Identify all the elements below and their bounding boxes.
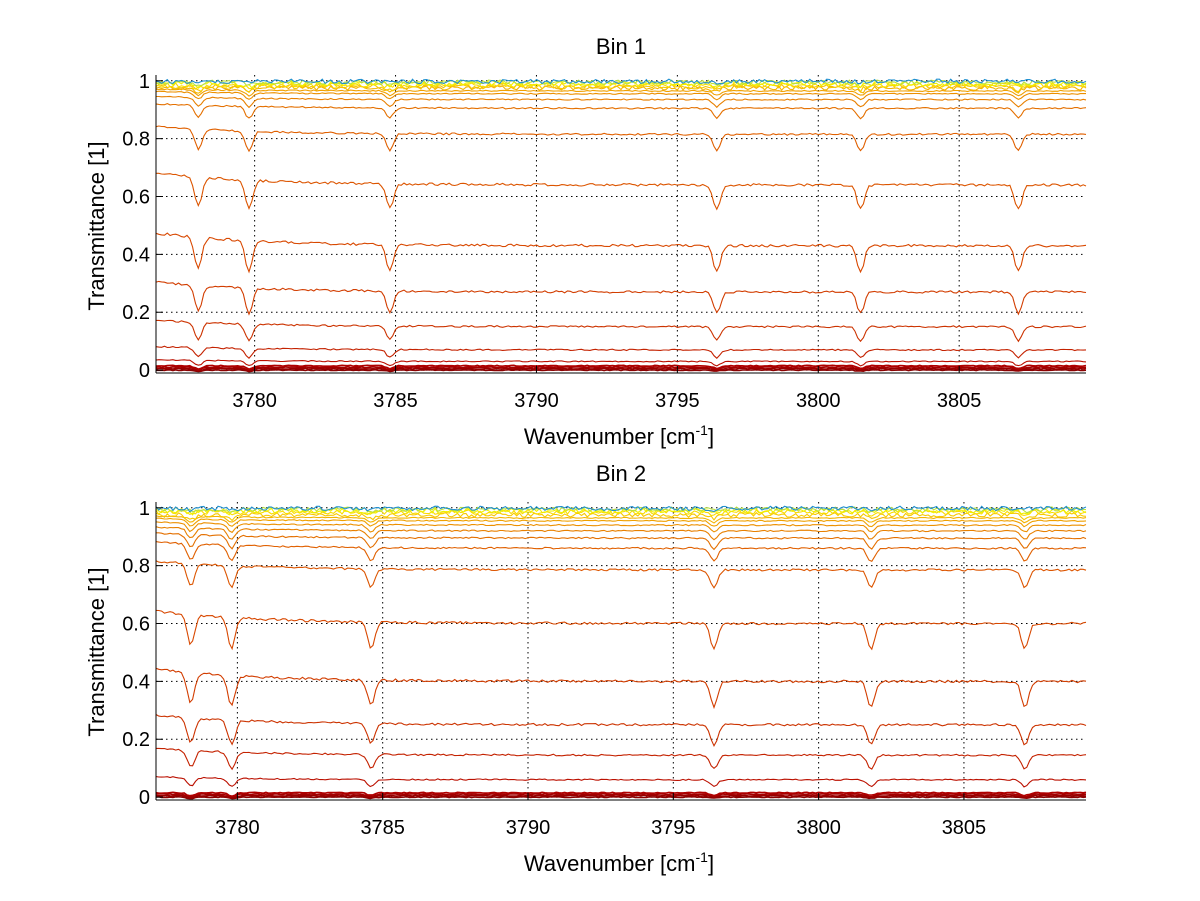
y-tick-label: 0.6: [122, 614, 150, 636]
x-tick-label: 3780: [232, 390, 277, 412]
series-line-3: [155, 365, 1087, 371]
x-tick-label: 3805: [942, 817, 987, 839]
series-line-15: [155, 517, 1087, 528]
series-line-10: [155, 560, 1087, 589]
series-line-1: [155, 795, 1087, 800]
y-tick-label: 0: [139, 360, 150, 382]
y-tick-label: 0.2: [122, 729, 150, 751]
y-axis-label: Transmittance [1]: [84, 141, 109, 310]
series-line-11: [155, 541, 1087, 562]
series-line-12: [156, 532, 1087, 551]
chart-panel-bin-2: Bin 2 3780 3785 3790 3795 3800 3805 0 0.2 0.4 0.6…: [84, 461, 1087, 876]
series-line-13: [155, 526, 1087, 541]
series-line-3: [155, 792, 1087, 798]
series-line-10: [156, 172, 1087, 211]
series-line-17: [155, 511, 1087, 522]
y-tick-label: 0: [139, 787, 150, 809]
series-group: [155, 505, 1087, 800]
y-tick-label: 0.8: [122, 556, 150, 578]
x-tick-label: 3800: [796, 817, 841, 839]
x-tick-label: 3805: [937, 390, 982, 412]
y-axis-label: Transmittance [1]: [84, 567, 109, 736]
tick-labels: 3780 3785 3790 3795 3800 3805 0 0.2 0.4 0.6 0.8 1: [122, 498, 986, 839]
series-line-15: [155, 88, 1087, 97]
series-line-21: [155, 505, 1087, 513]
chart-title: Bin 1: [596, 34, 646, 59]
y-tick-label: 1: [139, 498, 150, 520]
series-line-13: [156, 95, 1087, 109]
series-line-16: [155, 515, 1087, 524]
y-tick-label: 0.4: [122, 671, 150, 693]
axes: [155, 502, 1086, 801]
x-axis-label: Wavenumber [cm-1]: [524, 849, 714, 876]
y-tick-label: 0.2: [122, 302, 150, 324]
y-tick-label: 0.6: [122, 187, 150, 209]
series-line-5: [155, 776, 1087, 788]
x-tick-label: 3800: [796, 390, 841, 412]
series-line-6: [155, 345, 1087, 359]
x-tick-label: 3785: [360, 817, 405, 839]
x-tick-label: 3795: [651, 817, 696, 839]
series-line-9: [155, 232, 1087, 274]
series-line-2: [155, 367, 1087, 372]
x-tick-label: 3795: [655, 390, 700, 412]
series-line-12: [155, 103, 1087, 120]
series-line-1: [156, 368, 1087, 373]
series-line-4: [155, 791, 1087, 797]
series-line-6: [156, 747, 1087, 771]
series-line-11: [155, 125, 1087, 153]
series-line-5: [155, 359, 1087, 367]
x-tick-label: 3790: [506, 817, 551, 839]
series-line-7: [156, 319, 1087, 343]
series-line-14: [155, 521, 1087, 534]
y-tick-label: 1: [139, 71, 150, 93]
series-line-19: [155, 507, 1087, 516]
chart-title: Bin 2: [596, 461, 646, 486]
x-tick-label: 3785: [373, 390, 418, 412]
series-line-20: [155, 79, 1087, 87]
series-line-8: [155, 280, 1087, 316]
grid: [156, 75, 1086, 373]
series-line-9: [155, 609, 1087, 651]
axes: [155, 75, 1086, 374]
series-line-2: [155, 794, 1087, 799]
series-line-8: [155, 667, 1087, 710]
series-line-4: [155, 364, 1087, 370]
x-axis-label: Wavenumber [cm-1]: [524, 422, 714, 449]
series-line-7: [155, 714, 1087, 748]
series-line-21: [155, 78, 1087, 85]
y-tick-label: 0.8: [122, 129, 150, 151]
y-tick-label: 0.4: [122, 244, 150, 266]
x-tick-label: 3780: [215, 817, 260, 839]
series-line-14: [155, 90, 1087, 101]
chart-panel-bin-1: Bin 1 3780 3785 3790 3795 3800 3805 0 0.2 0.4 0.6…: [84, 34, 1087, 449]
series-group: [155, 78, 1087, 373]
tick-labels: 3780 3785 3790 3795 3800 3805 0 0.2 0.4 0.6 0.8 1: [122, 71, 981, 412]
series-line-20: [155, 506, 1087, 514]
x-tick-label: 3790: [514, 390, 559, 412]
